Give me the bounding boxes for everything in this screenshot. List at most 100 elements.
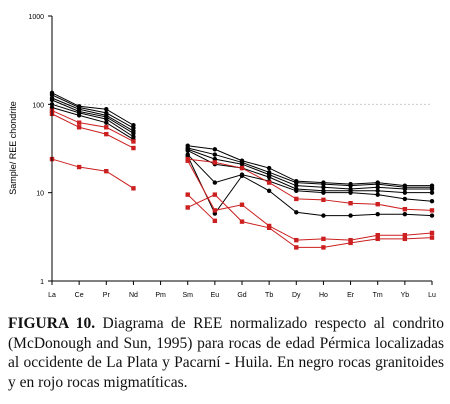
- migmatite-series-line: [51, 158, 134, 189]
- granitoid-point: [212, 180, 218, 185]
- x-tick-label: Dy: [292, 292, 301, 299]
- x-tick-label: Er: [347, 292, 355, 299]
- granitoid-point: [131, 131, 136, 136]
- migmatite-point: [131, 186, 136, 191]
- granitoid-point: [375, 212, 380, 217]
- migmatite-series-line: [187, 194, 216, 222]
- migmatite-point: [239, 202, 245, 207]
- migmatite-point: [212, 208, 218, 213]
- x-tick-label: Tm: [373, 292, 383, 299]
- granitoid-point: [294, 180, 299, 185]
- x-tick-label: Nd: [129, 292, 138, 299]
- migmatite-point: [348, 200, 353, 206]
- migmatite-point: [185, 192, 190, 197]
- granitoid-point: [429, 186, 435, 192]
- migmatite-series-line: [51, 113, 134, 149]
- granitoid-series: [49, 102, 435, 204]
- granitoid-point: [375, 185, 380, 190]
- migmatite-point: [402, 232, 408, 238]
- y-axis-label: Sample/ REE chondrite: [8, 101, 18, 195]
- migmatite-point: [104, 168, 109, 174]
- migmatite-point: [429, 235, 435, 240]
- granitoid-point: [375, 181, 380, 187]
- granitoid-series-line: [51, 92, 134, 126]
- granitoid-point: [429, 213, 435, 218]
- granitoid-point: [375, 188, 380, 193]
- granitoid-point: [348, 183, 353, 188]
- granitoid-series-line: [187, 154, 433, 202]
- x-tick-label: Ce: [75, 292, 84, 299]
- plot-area: [52, 16, 432, 281]
- granitoid-series-line: [187, 155, 433, 217]
- x-tick-label: Ho: [319, 292, 328, 299]
- granitoid-point: [402, 190, 408, 195]
- migmatite-point: [402, 206, 408, 212]
- x-ticks: La Ce Pr Nd Pm Sm Eu Gd Tb Dy Ho Er Tm Yb Lu: [48, 281, 436, 299]
- y-tick-label: 1000: [28, 14, 44, 21]
- figure-caption: FIGURA 10. Diagrama de REE normalizado r…: [8, 314, 444, 392]
- granitoid-series-line: [187, 150, 432, 194]
- migmatite-point: [185, 158, 190, 163]
- migmatite-series: [49, 108, 435, 213]
- granitoid-point: [321, 213, 326, 218]
- granitoid-series-line: [51, 99, 134, 134]
- migmatite-point: [294, 245, 299, 250]
- migmatite-point: [375, 202, 380, 207]
- migmatite-point: [294, 237, 299, 243]
- x-tick-label: Yb: [401, 292, 410, 299]
- x-tick-label: La: [48, 292, 56, 299]
- granitoid-series-line: [51, 94, 134, 129]
- migmatite-series: [185, 192, 218, 224]
- migmatite-point: [294, 196, 299, 202]
- granitoid-point: [212, 152, 218, 157]
- y-tick-label: 10: [36, 191, 44, 198]
- migmatite-point: [239, 165, 245, 171]
- migmatite-point: [104, 131, 109, 137]
- granitoid-point: [104, 107, 109, 112]
- granitoid-point: [76, 113, 82, 118]
- migmatite-point: [185, 205, 190, 210]
- granitoid-series-line: [187, 145, 432, 187]
- migmatite-point: [212, 160, 218, 165]
- granitoid-point: [348, 190, 353, 195]
- migmatite-point: [131, 139, 136, 144]
- x-tick-label: Tb: [265, 292, 273, 299]
- granitoid-point: [212, 147, 218, 152]
- migmatite-point: [321, 197, 326, 203]
- migmatite-point: [212, 218, 218, 224]
- migmatite-point: [76, 120, 82, 125]
- migmatite-point: [76, 125, 82, 130]
- granitoid-series-line: [51, 103, 134, 138]
- granitoid-point: [402, 186, 408, 192]
- y-ticks: 1 10 100 1000: [28, 14, 52, 286]
- granitoid-series-line: [187, 148, 432, 190]
- x-tick-label: Pr: [103, 292, 111, 299]
- migmatite-point: [321, 245, 326, 250]
- granitoid-point: [294, 188, 299, 193]
- x-tick-label: Pm: [155, 292, 166, 299]
- y-tick-label: 100: [32, 102, 44, 109]
- migmatite-point: [266, 180, 272, 185]
- migmatite-point: [266, 225, 272, 231]
- migmatite-point: [239, 219, 245, 224]
- migmatite-point: [76, 164, 82, 170]
- migmatite-point: [212, 192, 218, 197]
- granitoid-point: [104, 120, 109, 125]
- granitoid-point: [185, 148, 190, 153]
- granitoid-point: [266, 174, 272, 180]
- x-tick-label: Lu: [428, 292, 436, 299]
- granitoid-point: [402, 212, 408, 217]
- migmatite-point: [375, 236, 380, 242]
- migmatite-series-line: [51, 110, 134, 142]
- granitoid-point: [212, 156, 218, 162]
- x-tick-label: Gd: [237, 292, 246, 299]
- x-tick-label: Sm: [182, 292, 193, 299]
- granitoid-point: [266, 165, 272, 171]
- granitoid-point: [348, 213, 353, 218]
- granitoid-point: [239, 173, 245, 179]
- granitoid-series: [49, 92, 435, 190]
- granitoid-point: [294, 210, 299, 215]
- caption-text: Diagrama de REE normalizado respecto al …: [8, 315, 444, 391]
- migmatite-point: [375, 232, 380, 238]
